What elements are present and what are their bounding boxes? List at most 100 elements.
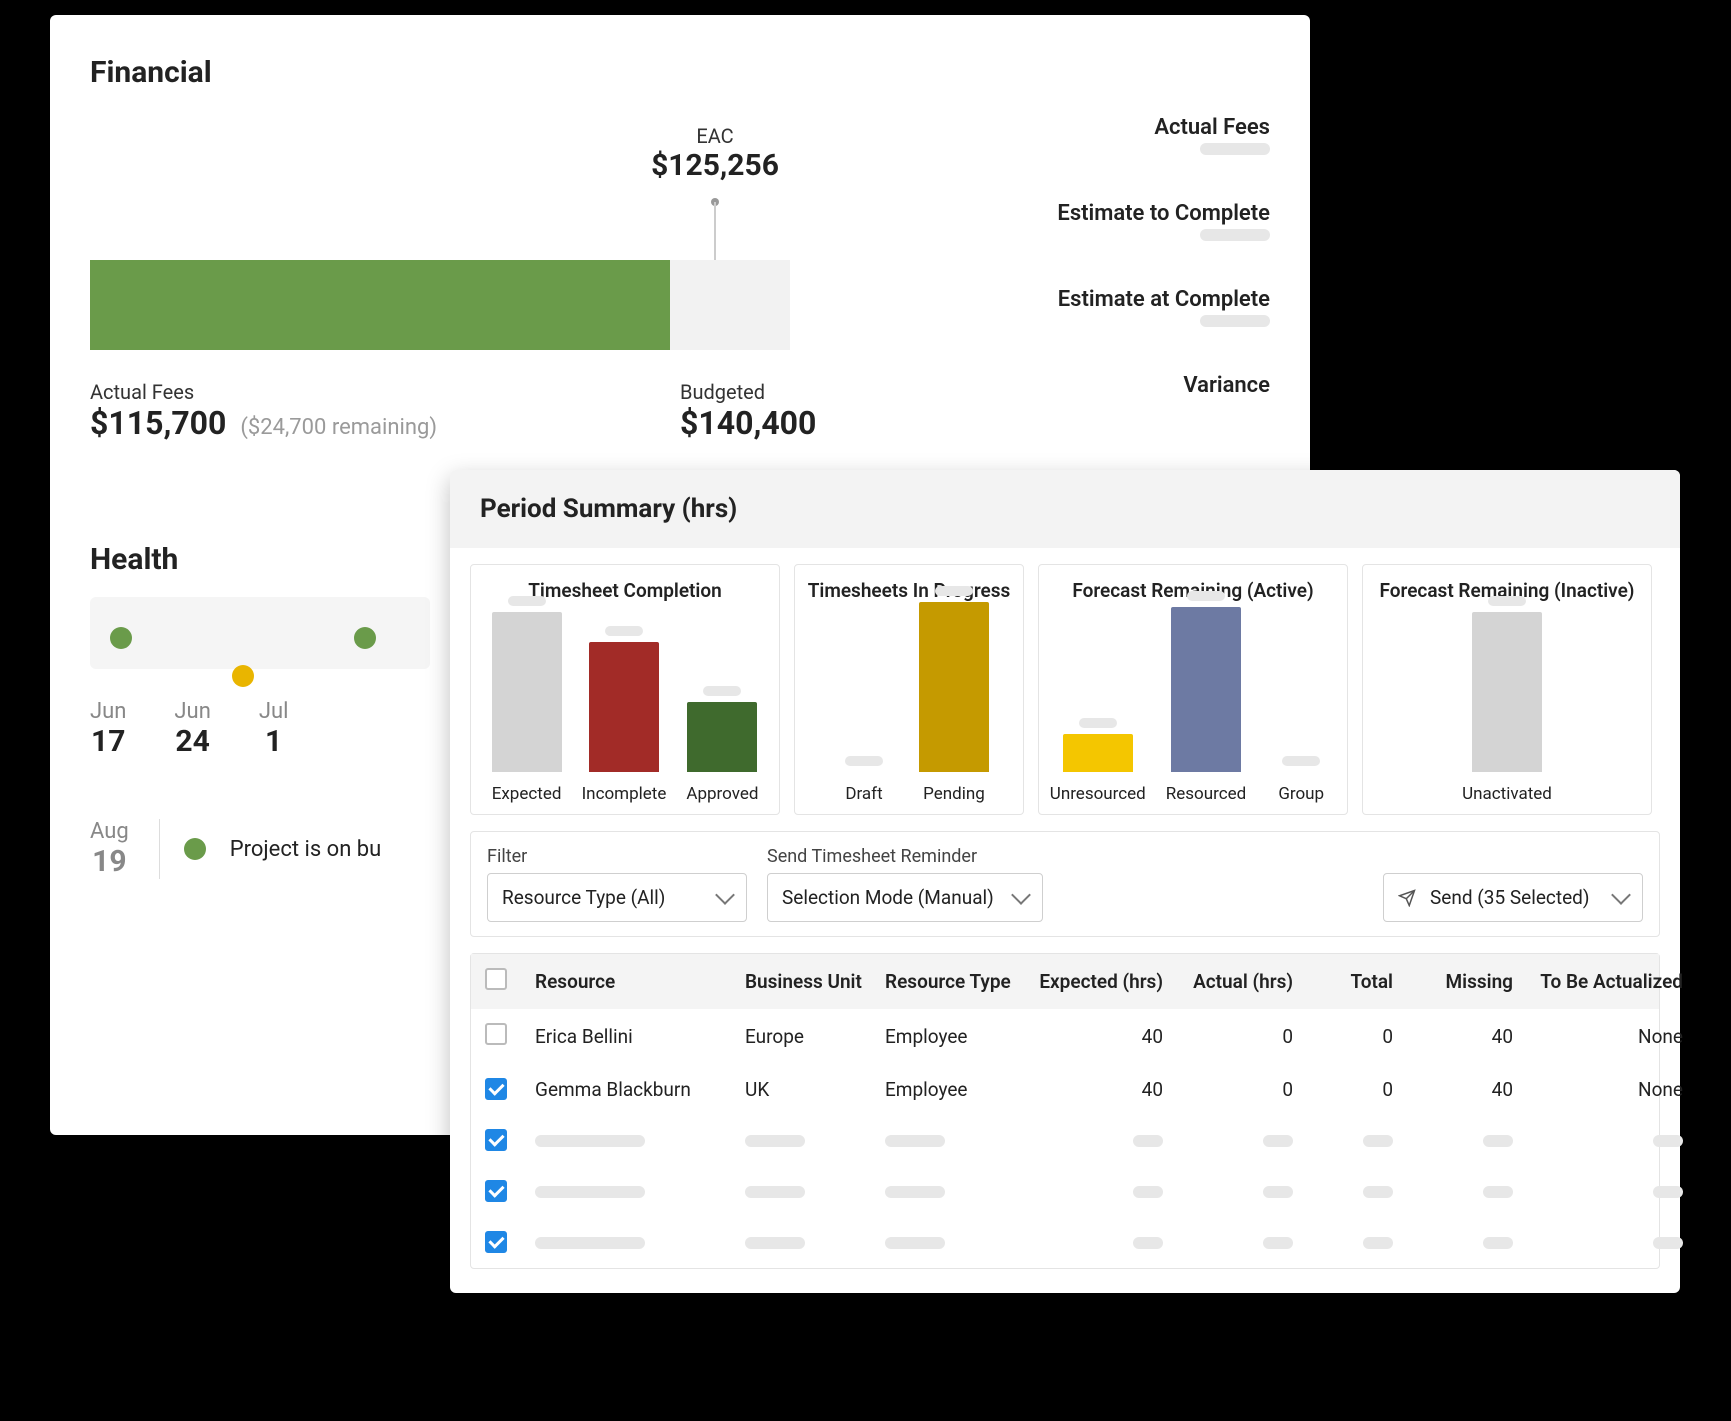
skeleton-cell (1133, 1237, 1163, 1249)
table-row: Erica Bellini Europe Employee 40 0 0 40 … (471, 1009, 1659, 1064)
bar-value-skeleton (605, 626, 643, 636)
mini-chart-bars: Unactivated (1375, 614, 1639, 804)
skeleton-cell (1653, 1237, 1683, 1249)
health-note-month: Aug (90, 819, 129, 844)
mini-chart-bars: Expected Incomplete Approved (483, 614, 767, 804)
mini-chart-bars: Draft Pending (807, 614, 1011, 804)
resource-type-dropdown[interactable]: Resource Type (All) (487, 873, 747, 922)
row-checkbox[interactable] (485, 1078, 507, 1100)
row-checkbox[interactable] (485, 1023, 507, 1045)
bar-label: Expected (492, 784, 562, 804)
table-row (471, 1217, 1659, 1268)
cell-total: 0 (1299, 1074, 1399, 1105)
bar-incomplete: Incomplete (582, 626, 667, 804)
bar-rect (1063, 734, 1133, 772)
skeleton-cell (1263, 1237, 1293, 1249)
selection-mode-text: Selection Mode (Manual) (782, 886, 994, 909)
health-date-month: Jun (90, 699, 126, 724)
row-checkbox[interactable] (485, 1180, 507, 1202)
bar-label: Resourced (1166, 784, 1246, 804)
health-date: Jul1 (259, 699, 289, 759)
send-button[interactable]: Send (35 Selected) (1383, 873, 1643, 922)
row-checkbox[interactable] (485, 1231, 507, 1253)
health-dot (232, 665, 254, 687)
cell-to-be-actualized: None (1519, 1074, 1689, 1105)
bar-label: Draft (845, 784, 882, 804)
bar-unresourced: Unresourced (1050, 718, 1146, 804)
skeleton-cell (1653, 1135, 1683, 1147)
mini-chart-timesheet-completion: Timesheet Completion Expected Incomplete… (470, 564, 780, 815)
period-summary-title: Period Summary (hrs) (450, 470, 1680, 548)
cell-business-unit: UK (739, 1074, 879, 1105)
health-date: Jun24 (174, 699, 210, 759)
skeleton-cell (1363, 1135, 1393, 1147)
table-row (471, 1166, 1659, 1217)
skeleton-cell (885, 1135, 945, 1147)
table-row (471, 1115, 1659, 1166)
bar-label: Incomplete (582, 784, 667, 804)
skeleton-cell (535, 1237, 645, 1249)
health-date-month: Jul (259, 699, 289, 724)
skeleton-cell (1363, 1186, 1393, 1198)
cell-actual: 0 (1169, 1021, 1299, 1052)
bar-unactivated: Unactivated (1462, 596, 1552, 804)
mini-chart-forecast-active: Forecast Remaining (Active) Unresourced … (1038, 564, 1348, 815)
select-all-checkbox[interactable] (485, 968, 507, 990)
health-date: Jun17 (90, 699, 126, 759)
health-date-day: 17 (90, 724, 126, 759)
period-summary-card: Period Summary (hrs) Timesheet Completio… (450, 470, 1680, 1293)
financial-bar-fill (90, 260, 670, 350)
filter-row: Filter Resource Type (All) Send Timeshee… (470, 831, 1660, 937)
bar-rect (492, 612, 562, 772)
bar-value-skeleton (1282, 756, 1320, 766)
bar-value-skeleton (935, 586, 973, 596)
col-resource-type: Resource Type (879, 966, 1029, 997)
health-note-date: Aug 19 (90, 819, 160, 879)
mini-chart-timesheets-in-progress: Timesheets In Progress Draft Pending (794, 564, 1024, 815)
legend-variance: Variance (1050, 373, 1270, 398)
cell-missing: 40 (1399, 1021, 1519, 1052)
actual-fees-label: Actual Fees (90, 380, 680, 404)
skeleton-cell (1483, 1135, 1513, 1147)
cell-business-unit: Europe (739, 1021, 879, 1052)
send-icon (1398, 889, 1416, 907)
col-total: Total (1299, 966, 1399, 997)
bar-value-skeleton (1488, 596, 1526, 606)
cell-missing: 40 (1399, 1074, 1519, 1105)
table-row: Gemma Blackburn UK Employee 40 0 0 40 No… (471, 1064, 1659, 1115)
financial-legend: Actual Fees Estimate to Complete Estimat… (1050, 115, 1270, 440)
cell-expected: 40 (1029, 1021, 1169, 1052)
eac-label-text: EAC (651, 124, 779, 148)
reminder-label: Send Timesheet Reminder (767, 846, 1043, 867)
health-note-text: Project is on bu (230, 837, 382, 862)
skeleton-line (1200, 315, 1270, 327)
bar-rect (687, 702, 757, 772)
financial-title: Financial (90, 55, 1270, 90)
resource-type-text: Resource Type (All) (502, 886, 665, 909)
skeleton-cell (535, 1135, 645, 1147)
bar-label: Unresourced (1050, 784, 1146, 804)
health-dot-strip (90, 597, 430, 669)
cell-total: 0 (1299, 1021, 1399, 1052)
filter-label: Filter (487, 846, 747, 867)
chevron-down-icon (715, 885, 735, 905)
health-dot (354, 627, 376, 649)
skeleton-cell (1133, 1135, 1163, 1147)
selection-mode-dropdown[interactable]: Selection Mode (Manual) (767, 873, 1043, 922)
skeleton-line (1200, 143, 1270, 155)
skeleton-cell (1483, 1186, 1513, 1198)
row-checkbox[interactable] (485, 1129, 507, 1151)
skeleton-cell (1483, 1237, 1513, 1249)
health-note-dot (184, 838, 206, 860)
health-date-month: Jun (174, 699, 210, 724)
skeleton-line (1200, 229, 1270, 241)
cell-resource: Gemma Blackburn (529, 1074, 739, 1105)
skeleton-cell (745, 1135, 805, 1147)
bar-label: Pending (923, 784, 985, 804)
cell-resource-type: Employee (879, 1074, 1029, 1105)
bar-resourced: Resourced (1166, 591, 1246, 804)
skeleton-cell (1363, 1237, 1393, 1249)
cell-resource-type: Employee (879, 1021, 1029, 1052)
budgeted-value: $140,400 (680, 404, 816, 442)
legend-etc: Estimate to Complete (1050, 201, 1270, 226)
